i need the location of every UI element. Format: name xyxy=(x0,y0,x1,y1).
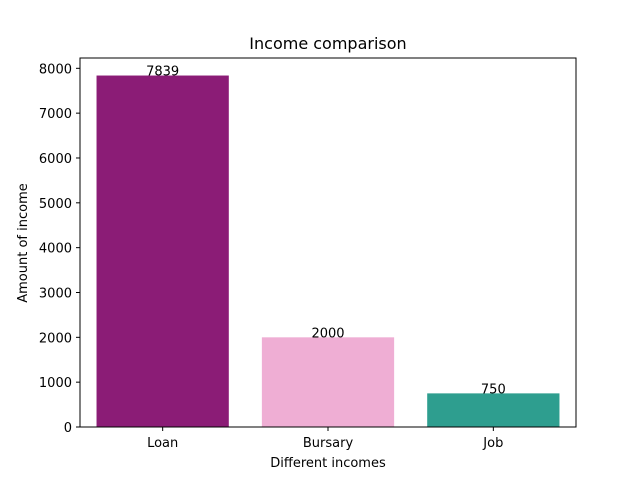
x-tick-label-bursary: Bursary xyxy=(303,436,354,451)
y-tick-label: 4000 xyxy=(39,242,72,257)
x-tick-label-job: Job xyxy=(482,436,503,451)
y-tick-label: 2000 xyxy=(39,331,72,346)
y-tick-label: 1000 xyxy=(39,376,72,391)
x-axis-title: Different incomes xyxy=(270,456,386,471)
x-tick-label-loan: Loan xyxy=(147,436,178,451)
y-axis-title: Amount of income xyxy=(16,183,31,303)
bars-group xyxy=(96,75,560,428)
data-label-job: 750 xyxy=(481,382,506,397)
y-tick-label: 7000 xyxy=(39,107,72,122)
data-label-bursary: 2000 xyxy=(311,326,344,341)
data-labels-group: 7839 2000 750 xyxy=(146,65,506,398)
bar-job xyxy=(427,393,560,427)
bar-bursary xyxy=(261,337,395,427)
y-tick-label: 5000 xyxy=(39,197,72,212)
y-tick-label: 0 xyxy=(64,421,72,436)
chart-title: Income comparison xyxy=(249,34,406,53)
data-label-loan: 7839 xyxy=(146,65,179,80)
x-axis: Loan Bursary Job xyxy=(147,427,503,451)
y-tick-label: 3000 xyxy=(39,286,72,301)
y-axis: 0 1000 2000 3000 4000 5000 6000 7000 8000 xyxy=(39,62,80,436)
y-tick-label: 8000 xyxy=(39,62,72,77)
y-tick-label: 6000 xyxy=(39,152,72,167)
bar-loan xyxy=(96,75,229,428)
